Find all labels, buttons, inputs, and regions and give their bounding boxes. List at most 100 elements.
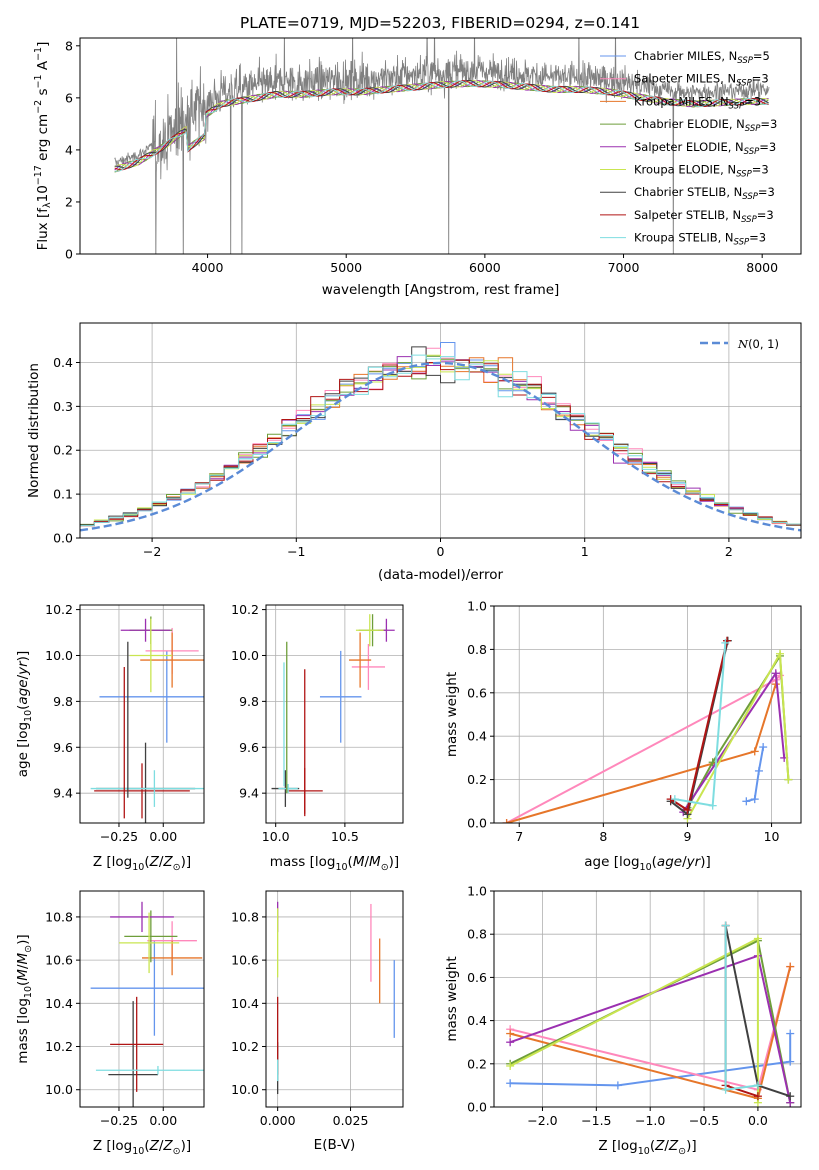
residual-histogram: [80, 359, 801, 527]
legend-entry: Kroupa MILES, NSSP=3: [634, 94, 761, 111]
y-tick-label: 0.8: [467, 927, 487, 942]
errorbar-point: [349, 632, 372, 688]
y-tick-label: 0.2: [467, 772, 487, 787]
axis-label: age [log10(age/yr)]: [584, 854, 710, 873]
y-tick-label: 9.4: [53, 786, 73, 801]
weight-series-line: [510, 1033, 792, 1087]
x-tick-label: 0.000: [260, 1113, 296, 1128]
weight-vs-age-plot-area: [494, 606, 801, 823]
axes-frame: [265, 604, 404, 824]
legend-entry: N(0, 1): [737, 337, 779, 351]
x-tick-label: −1: [287, 544, 305, 559]
axes-frame: [493, 605, 802, 824]
weight-marker: [721, 921, 730, 930]
y-tick-label: 10.0: [231, 648, 259, 663]
axes-frame: [265, 890, 404, 1108]
weight-marker: [506, 1061, 515, 1070]
y-tick-label: 4: [65, 142, 73, 157]
weight-marker: [786, 1057, 795, 1066]
legend-entry: Kroupa ELODIE, NSSP=3: [634, 163, 769, 180]
x-tick-label: −2.0: [527, 1113, 557, 1128]
weight-vs-Z-plot-area: [494, 891, 801, 1107]
legend-entry: Salpeter ELODIE, NSSP=3: [634, 140, 776, 157]
weight-marker: [775, 671, 784, 680]
x-tick-label: 0.00: [149, 1113, 177, 1128]
y-tick-label: 10.2: [231, 1039, 259, 1054]
weight-marker: [613, 1081, 622, 1090]
axes-frame: [79, 37, 802, 255]
weight-marker: [759, 743, 768, 752]
x-tick-label: −2: [143, 544, 161, 559]
x-tick-label: −1.0: [635, 1113, 665, 1128]
legend-entry: Chabrier ELODIE, NSSP=3: [634, 117, 777, 134]
errorbar-point: [95, 1065, 204, 1075]
errorbar-point: [90, 770, 204, 807]
y-tick-label: 10.2: [231, 602, 259, 617]
y-tick-label: 0.6: [467, 970, 487, 985]
x-tick-label: −0.25: [100, 829, 138, 844]
x-tick-label: 2: [725, 544, 733, 559]
weight-marker: [683, 805, 692, 814]
x-tick-label: 1: [581, 544, 589, 559]
weight-marker: [754, 766, 763, 775]
errorbar-point: [110, 996, 164, 1092]
y-tick-label: 10.0: [45, 1082, 73, 1097]
errorbar-point: [278, 783, 298, 794]
x-tick-label: −1.5: [581, 1113, 611, 1128]
x-tick-label: 8000: [746, 260, 778, 275]
model-spectrum-line: [114, 80, 769, 171]
x-tick-label: 7000: [608, 260, 640, 275]
mass-vs-EBV-plot-area: [266, 891, 403, 1107]
x-tick-label: 10.5: [331, 829, 359, 844]
x-tick-label: 8: [599, 829, 607, 844]
x-tick-label: 0.0: [748, 1113, 768, 1128]
weight-series-line: [682, 670, 786, 813]
x-tick-label: 10: [764, 829, 780, 844]
y-tick-label: 10.6: [231, 953, 259, 968]
weight-series-line: [746, 746, 765, 803]
y-tick-label: 9.8: [53, 694, 73, 709]
axis-label: Z [log10(Z/Z⊙)]: [93, 854, 191, 873]
legend-entry: Salpeter STELIB, NSSP=3: [634, 208, 774, 225]
y-tick-label: 10.0: [45, 648, 73, 663]
y-tick-label: 0.4: [467, 1013, 487, 1028]
weight-marker: [506, 1079, 515, 1088]
weight-marker: [786, 962, 795, 971]
weight-marker: [750, 747, 759, 756]
legend-entry: Salpeter MILES, NSSP=3: [634, 72, 769, 89]
axis-label: mass [log10(M/M⊙)]: [15, 934, 34, 1063]
normal-reference-curve: [80, 361, 801, 532]
y-tick-label: 0.8: [467, 642, 487, 657]
figure-title: PLATE=0719, MJD=52203, FIBERID=0294, z=0…: [240, 14, 640, 32]
weight-vs-age-panel: 7 8 9 10 0.0 0.2 0.4 0.6 0.8 1.0 age [log10(age/yr…: [444, 599, 802, 873]
y-tick-label: 0: [65, 247, 73, 262]
errorbar-point: [319, 650, 362, 743]
mass-vs-EBV-panel: 0.000 0.025 10.0 10.2 10.4 10.6 10.8 E(B-V): [231, 890, 404, 1153]
residuals-plot-area: [80, 323, 801, 538]
axis-label: wavelength [Angstrom, rest frame]: [322, 282, 560, 298]
errorbar-point: [108, 1001, 158, 1107]
errorbar-point: [90, 940, 204, 1036]
errorbar-point: [351, 644, 386, 690]
y-tick-label: 10.6: [45, 953, 73, 968]
errorbar-point: [124, 910, 178, 963]
errorbar-point: [99, 650, 204, 743]
axis-label: Normed distribution: [26, 363, 42, 498]
residuals-panel: −2 −1 0 1 2 0.0 0.1 0.2 0.3 0.4 (data-model)/error…: [26, 322, 802, 583]
legend-entry: Chabrier STELIB, NSSP=3: [634, 185, 775, 202]
weight-marker: [670, 795, 679, 804]
y-tick-label: 10.8: [45, 909, 73, 924]
weight-marker: [753, 934, 762, 943]
age-vs-mass-panel: 10.0 10.5 9.4 9.6 9.8 10.0 10.2 mass [log10(M/M…: [231, 602, 404, 873]
y-tick-label: 2: [65, 194, 73, 209]
y-tick-label: 9.6: [53, 740, 73, 755]
axis-label: age [log10(age/yr)]: [15, 651, 34, 777]
y-tick-label: 0.6: [467, 685, 487, 700]
weight-marker: [506, 1038, 515, 1047]
axis-label: (data-model)/error: [378, 567, 504, 583]
y-tick-label: 10.2: [45, 602, 73, 617]
model-spectrum-line: [114, 80, 769, 172]
axis-label: E(B-V): [314, 1137, 356, 1153]
y-tick-label: 10.0: [231, 1082, 259, 1097]
